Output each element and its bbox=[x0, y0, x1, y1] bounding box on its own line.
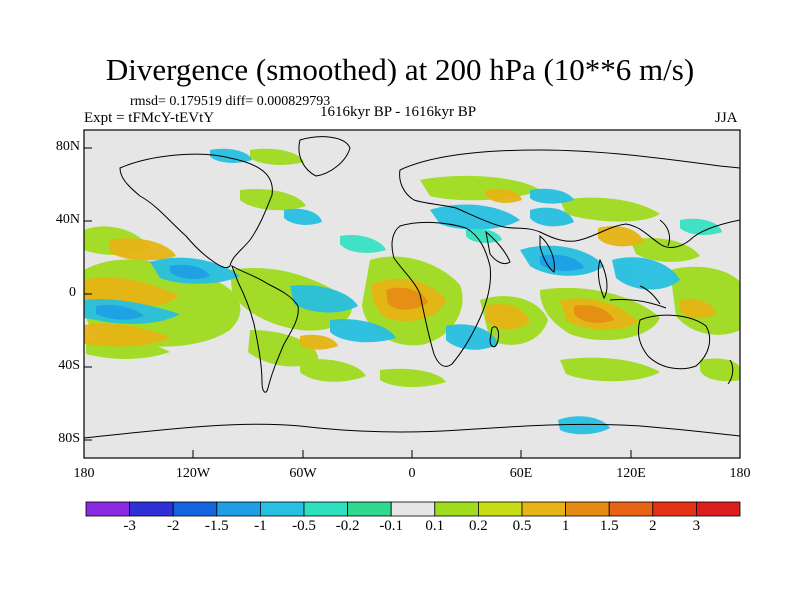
y-tick-label: 40N bbox=[55, 212, 80, 227]
period-label: 1616kyr BP - 1616kyr BP bbox=[320, 104, 477, 120]
colorbar-label: 3 bbox=[692, 518, 701, 534]
colorbar-label: 2 bbox=[649, 518, 657, 534]
colorbar-swatch bbox=[390, 501, 436, 517]
colorbar-swatch bbox=[521, 501, 566, 517]
colorbar-swatch bbox=[259, 501, 305, 517]
colorbar-swatch bbox=[129, 501, 174, 517]
colorbar-swatch bbox=[608, 501, 654, 517]
colorbar-swatch bbox=[565, 501, 610, 517]
colorbar-label: -0.5 bbox=[292, 518, 316, 534]
colorbar-label: -0.2 bbox=[335, 518, 360, 534]
y-tick-label: 80S bbox=[58, 431, 80, 446]
experiment-label: Expt = tFMcY-tEVtY bbox=[84, 110, 215, 126]
x-tick-label: 180 bbox=[73, 466, 95, 481]
colorbar-swatch bbox=[434, 501, 479, 517]
colorbar-label: 1 bbox=[561, 518, 570, 534]
colorbar-swatch bbox=[303, 501, 348, 517]
x-tick-label: 120W bbox=[175, 466, 211, 481]
divergence-field bbox=[84, 148, 740, 435]
colorbar-label: -0.1 bbox=[379, 518, 404, 534]
colorbar-label: -1.5 bbox=[204, 518, 229, 534]
x-tick-label: 180 bbox=[729, 466, 751, 481]
y-tick-label: 0 bbox=[69, 285, 76, 300]
x-tick-label: 0 bbox=[408, 466, 416, 481]
y-axis-ticks bbox=[84, 147, 92, 441]
colorbar-swatch bbox=[216, 501, 261, 517]
colorbar-label: -2 bbox=[166, 518, 180, 534]
stats-label: rmsd= 0.179519 diff= 0.000829793 bbox=[130, 94, 331, 109]
colorbar-swatch bbox=[172, 501, 218, 517]
colorbar-swatch bbox=[347, 501, 392, 517]
coastlines bbox=[84, 136, 740, 439]
colorbar-label: 1.5 bbox=[599, 518, 619, 534]
season-label: JJA bbox=[715, 110, 738, 126]
page-title: Divergence (smoothed) at 200 hPa (10**6 … bbox=[105, 52, 695, 87]
colorbar-swatch bbox=[477, 501, 523, 517]
colorbar-label: 0.5 bbox=[512, 518, 532, 534]
y-tick-label: 80N bbox=[55, 139, 80, 154]
colorbar bbox=[85, 501, 741, 517]
colorbar-label: -1 bbox=[254, 518, 267, 534]
x-tick-label: 60W bbox=[289, 466, 317, 481]
colorbar-swatch bbox=[652, 501, 697, 517]
colorbar-swatch bbox=[85, 501, 130, 517]
x-tick-label: 120E bbox=[616, 466, 646, 481]
y-tick-label: 40S bbox=[58, 358, 80, 373]
colorbar-label: 0.2 bbox=[469, 518, 488, 534]
x-axis-ticks bbox=[83, 450, 741, 458]
x-tick-label: 60E bbox=[509, 466, 533, 481]
colorbar-label: 0.1 bbox=[425, 518, 445, 534]
colorbar-swatch bbox=[696, 501, 741, 517]
colorbar-label: -3 bbox=[123, 518, 136, 534]
